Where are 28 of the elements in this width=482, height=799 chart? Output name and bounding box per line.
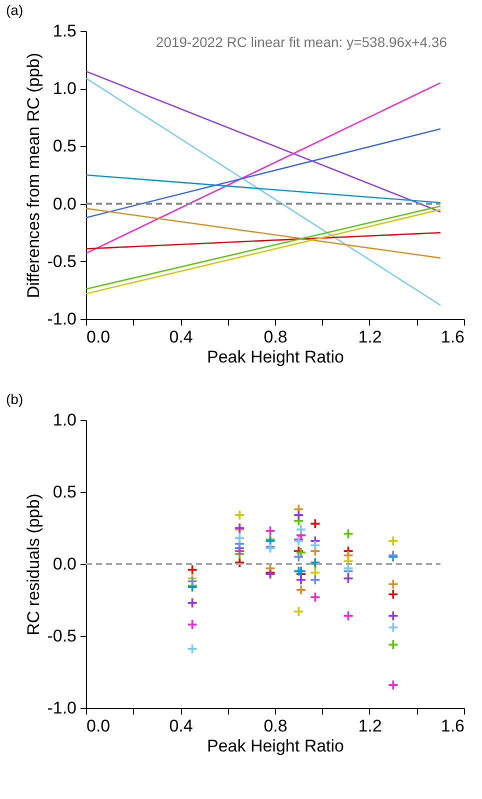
x-tick-label: 0.0 — [86, 716, 110, 736]
x-tick-label: 0.8 — [264, 716, 288, 736]
y-tick-label: 1.0 — [52, 79, 76, 98]
y-tick-label: 0.5 — [52, 136, 76, 156]
y-tick-label: -1.0 — [47, 310, 76, 328]
y-axis-title: Differences from mean RC (ppb) — [24, 52, 44, 298]
annotation: 2019-2022 RC linear fit mean: y=538.96x+4.36 — [156, 34, 448, 50]
y-tick-label: 0.5 — [52, 482, 76, 502]
x-axis-title: Peak Height Ratio — [206, 736, 344, 756]
x-tick-label: 1.2 — [358, 716, 382, 736]
y-tick-label: 0.0 — [52, 554, 76, 574]
y-tick-label: -0.5 — [47, 252, 76, 271]
chart-title: (b) — [6, 391, 24, 407]
y-tick-label: 1.5 — [52, 22, 76, 40]
x-axis-title: Peak Height Ratio — [206, 348, 344, 366]
x-tick-label: 1.6 — [440, 328, 464, 346]
x-tick-label: 0.4 — [169, 328, 193, 346]
x-tick-label: 0.8 — [264, 328, 288, 346]
x-tick-label: 0.0 — [86, 328, 110, 346]
y-axis-title: RC residuals (ppb) — [24, 494, 44, 636]
x-tick-label: 1.6 — [440, 716, 464, 736]
y-tick-label: 0.0 — [52, 194, 76, 214]
x-tick-label: 0.4 — [169, 716, 193, 736]
y-tick-label: -0.5 — [47, 626, 76, 646]
y-tick-label: 1.0 — [52, 410, 76, 430]
y-tick-label: -1.0 — [47, 698, 76, 718]
x-tick-label: 1.2 — [358, 328, 382, 346]
chart-title: (a) — [6, 2, 24, 18]
